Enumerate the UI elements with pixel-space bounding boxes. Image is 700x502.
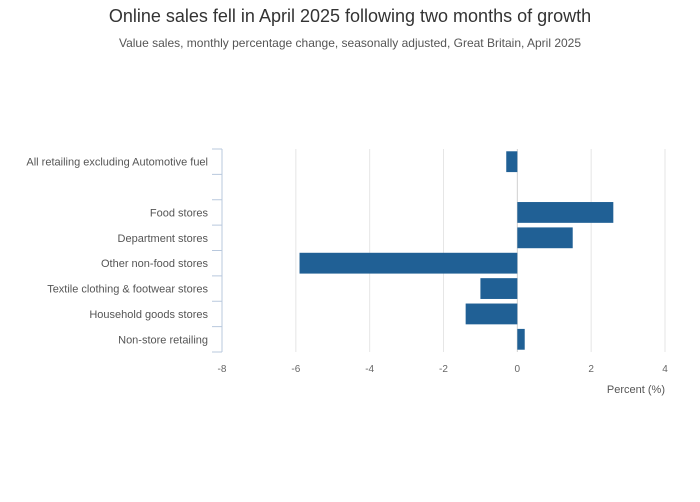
chart-title: Online sales fell in April 2025 followin… [108, 6, 592, 26]
x-tick-labels: -8 -6 -4 -2 0 2 4 [218, 364, 669, 375]
category-label: All retailing excluding Automotive fuel [26, 157, 208, 169]
category-label: Department stores [118, 233, 209, 245]
bar [517, 328, 525, 350]
category-label: Food stores [150, 207, 209, 219]
x-tick-label: -4 [365, 364, 374, 375]
bar [299, 252, 518, 274]
x-axis-title: Percent (%) [607, 384, 665, 396]
category-label: Non-store retailing [118, 334, 208, 346]
bar [517, 227, 573, 249]
category-label: Textile clothing & footwear stores [47, 284, 208, 296]
category-labels: All retailing excluding Automotive fuel F… [26, 157, 208, 347]
bar [465, 303, 518, 325]
bar [480, 278, 518, 299]
bars [299, 151, 614, 350]
grid-lines [295, 149, 666, 352]
category-label: Household goods stores [89, 309, 208, 321]
x-tick-label: -2 [439, 364, 448, 375]
chart-subtitle: Value sales, monthly percentage change, … [118, 36, 582, 50]
x-tick-label: -6 [291, 364, 300, 375]
x-tick-label: 4 [662, 364, 668, 375]
x-tick-label: 0 [515, 364, 521, 375]
category-axis [212, 148, 223, 353]
x-tick-label: 2 [588, 364, 594, 375]
bar [506, 151, 518, 173]
x-tick-label: -8 [218, 364, 227, 375]
bar [517, 202, 614, 223]
category-label: Other non-food stores [101, 258, 209, 270]
